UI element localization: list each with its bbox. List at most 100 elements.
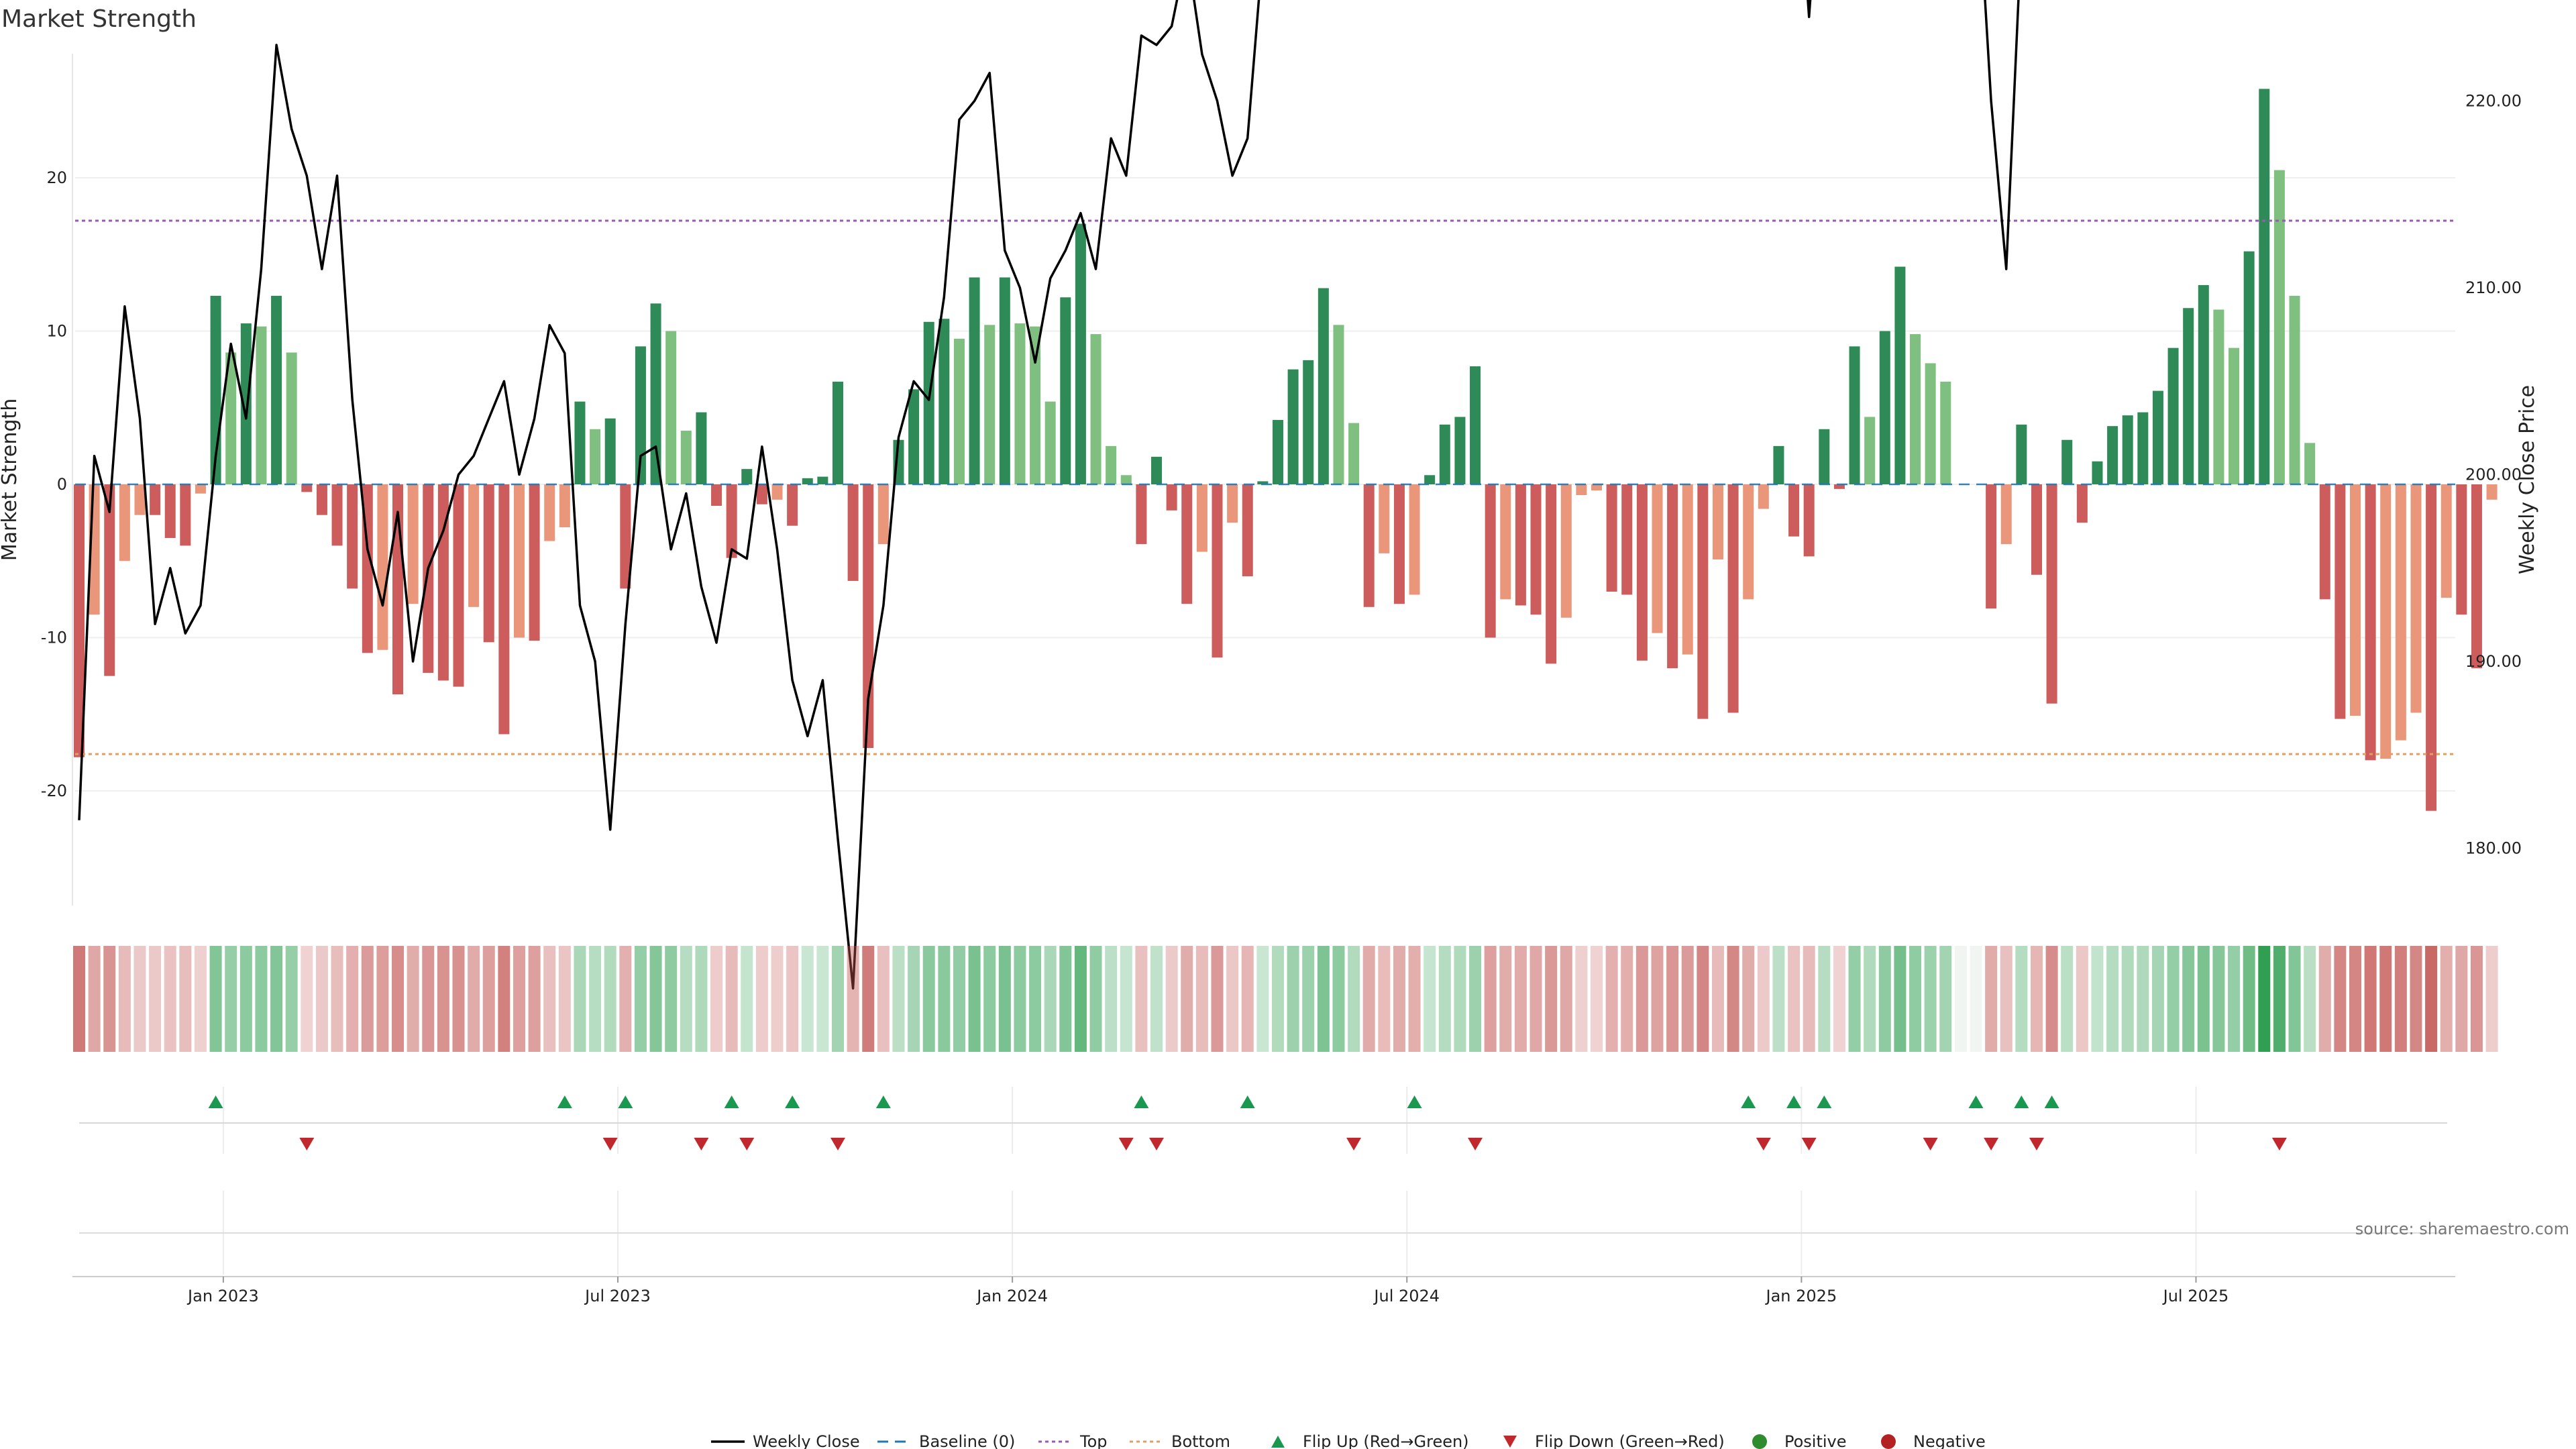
strength-bar (1682, 484, 1693, 655)
heat-cell (1909, 946, 1922, 1052)
heat-cell (1818, 946, 1831, 1052)
strength-bar (2243, 251, 2255, 484)
heat-cell (149, 946, 162, 1052)
heat-cell (407, 946, 419, 1052)
heat-cell (2349, 946, 2361, 1052)
left-tick-label: 20 (46, 168, 67, 187)
strength-bar (1864, 417, 1876, 484)
legend-swatch (1271, 1436, 1285, 1448)
heat-cell (1287, 946, 1299, 1052)
strength-bar (2092, 461, 2103, 484)
strength-bar (513, 484, 525, 638)
strength-bar (1379, 484, 1390, 553)
heat-cell (209, 946, 222, 1052)
heat-cell (2076, 946, 2088, 1052)
heat-cell (2288, 946, 2301, 1052)
heat-cell (2030, 946, 2043, 1052)
strength-bar (680, 431, 692, 484)
flip-down-marker (1149, 1138, 1165, 1150)
heat-cell (2000, 946, 2012, 1052)
left-tick-label: 0 (57, 475, 67, 494)
heat-cell (1105, 946, 1118, 1052)
heat-cell (892, 946, 905, 1052)
heat-cell (1848, 946, 1861, 1052)
strength-bar (1925, 363, 1936, 484)
heat-cell (816, 946, 829, 1052)
strength-bar (1212, 484, 1223, 658)
heat-cell (392, 946, 405, 1052)
strength-bar (377, 484, 388, 650)
strength-bar (1227, 484, 1238, 523)
flip-up-marker (2014, 1095, 2029, 1108)
heat-cell (832, 946, 844, 1052)
strength-bar (1242, 484, 1253, 577)
flip-up-marker (1134, 1095, 1149, 1108)
heat-cell (1697, 946, 1709, 1052)
heat-cell (938, 946, 951, 1052)
heat-cell (1605, 946, 1618, 1052)
strength-bar (1424, 475, 1436, 484)
legend-swatch (1881, 1434, 1896, 1449)
heat-cell (604, 946, 616, 1052)
flip-up-marker (1407, 1095, 1422, 1108)
heat-cell (1271, 946, 1284, 1052)
flip-up-marker (724, 1095, 739, 1108)
heat-cell (1195, 946, 1208, 1052)
heat-cell (1560, 946, 1572, 1052)
strength-bar (483, 484, 494, 643)
heat-cell (1378, 946, 1391, 1052)
strength-bar (1743, 484, 1754, 600)
strength-bar (2410, 484, 2422, 713)
flip-up-marker (557, 1095, 572, 1108)
strength-bar (938, 319, 950, 484)
heat-cell (1454, 946, 1466, 1052)
chart-title: Market Strength (1, 5, 197, 33)
strength-bar (2031, 484, 2042, 575)
heat-cell (1833, 946, 1845, 1052)
heat-cell (1089, 946, 1102, 1052)
source-note: source: sharemaestro.com (2355, 1220, 2569, 1238)
heat-cell (1317, 946, 1330, 1052)
heat-cell (2167, 946, 2180, 1052)
heat-cell (1635, 946, 1648, 1052)
heat-cell (2228, 946, 2241, 1052)
strength-bar (817, 476, 828, 484)
heat-cell (1074, 946, 1087, 1052)
strength-bar (2152, 390, 2163, 484)
heat-cell (619, 946, 632, 1052)
strength-bar (1485, 484, 1496, 638)
heat-cell (968, 946, 981, 1052)
strength-bar (650, 303, 661, 484)
flip-up-marker (1968, 1095, 1984, 1108)
heat-cell (194, 946, 207, 1052)
strength-bar (2183, 308, 2194, 484)
heat-cell (1757, 946, 1770, 1052)
weekly-close-line (78, 0, 2020, 990)
strength-bar (2046, 484, 2057, 704)
heat-cell (680, 946, 692, 1052)
strength-bar (923, 321, 934, 484)
heat-cell (953, 946, 965, 1052)
flip-down-marker (299, 1138, 315, 1150)
heat-cell (164, 946, 176, 1052)
heat-cell (847, 946, 859, 1052)
strength-bar (604, 418, 616, 484)
heat-cell (1711, 946, 1724, 1052)
strength-bar (1363, 484, 1375, 607)
heat-cell (331, 946, 343, 1052)
legend-item-top: Top (1038, 1432, 1108, 1449)
strength-bar (2107, 426, 2118, 484)
heat-cell (179, 946, 192, 1052)
heat-cell (786, 946, 799, 1052)
right-axis-label: Weekly Close Price (2516, 385, 2539, 574)
strength-bar (180, 484, 191, 546)
flip-down-marker (1923, 1138, 1938, 1150)
x-tick-label: Jan 2025 (1765, 1287, 1837, 1305)
strength-bar (1849, 346, 1860, 484)
flip-down-marker (1756, 1138, 1771, 1150)
strength-bar (1530, 484, 1542, 615)
strength-bar (1621, 484, 1633, 595)
strength-bar (2259, 89, 2270, 485)
strength-bar (1879, 331, 1890, 484)
